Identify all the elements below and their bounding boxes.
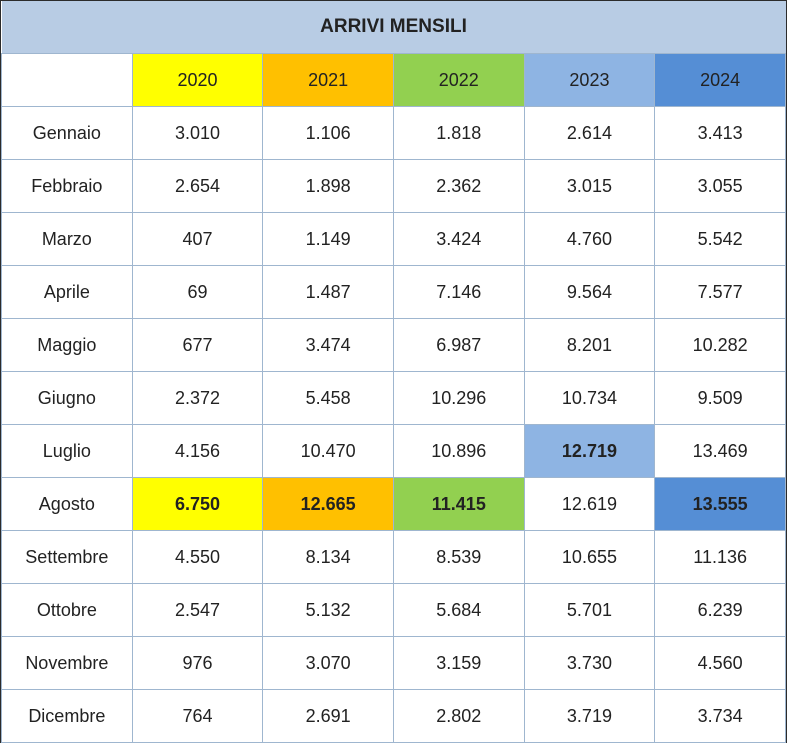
year-header-2024: 2024 xyxy=(654,53,786,107)
value-cell: 10.470 xyxy=(262,424,394,478)
value-cell: 2.362 xyxy=(392,159,525,213)
value-cell: 5.701 xyxy=(523,583,656,637)
table-row: Febbraio 2.654 1.898 2.362 3.015 3.055 xyxy=(1,159,786,213)
value-cell: 3.015 xyxy=(523,159,656,213)
value-cell: 10.282 xyxy=(654,318,786,372)
value-cell: 3.413 xyxy=(654,106,786,160)
year-header-2020: 2020 xyxy=(131,53,264,107)
value-cell: 3.730 xyxy=(523,636,656,690)
table-row: Settembre 4.550 8.134 8.539 10.655 11.136 xyxy=(1,530,786,584)
value-cell: 10.896 xyxy=(392,424,525,478)
table-row: Dicembre 764 2.691 2.802 3.719 3.734 xyxy=(1,689,786,743)
year-header-2021: 2021 xyxy=(262,53,394,107)
value-cell: 677 xyxy=(131,318,264,372)
value-cell: 69 xyxy=(131,265,264,319)
value-cell: 4.560 xyxy=(654,636,786,690)
value-cell: 2.654 xyxy=(131,159,264,213)
value-cell: 1.149 xyxy=(262,212,394,266)
month-label: Marzo xyxy=(1,212,133,266)
value-cell: 10.296 xyxy=(392,371,525,425)
value-cell: 5.132 xyxy=(262,583,394,637)
value-cell: 2.547 xyxy=(131,583,264,637)
value-cell: 407 xyxy=(131,212,264,266)
table-title: ARRIVI MENSILI xyxy=(1,1,786,54)
value-cell: 4.156 xyxy=(131,424,264,478)
year-header-row: 2020 2021 2022 2023 2024 xyxy=(1,53,786,107)
month-label: Gennaio xyxy=(1,106,133,160)
value-cell: 4.760 xyxy=(523,212,656,266)
value-cell: 10.655 xyxy=(523,530,656,584)
value-cell: 12.619 xyxy=(523,477,656,531)
value-cell: 9.564 xyxy=(523,265,656,319)
value-cell: 8.201 xyxy=(523,318,656,372)
value-cell: 2.614 xyxy=(523,106,656,160)
value-cell: 3.055 xyxy=(654,159,786,213)
value-cell: 3.159 xyxy=(392,636,525,690)
value-cell: 6.987 xyxy=(392,318,525,372)
max-value-cell: 12.665 xyxy=(262,477,394,531)
value-cell: 5.458 xyxy=(262,371,394,425)
table-row: Novembre 976 3.070 3.159 3.730 4.560 xyxy=(1,636,786,690)
value-cell: 9.509 xyxy=(654,371,786,425)
value-cell: 976 xyxy=(131,636,264,690)
month-label: Giugno xyxy=(1,371,133,425)
value-cell: 2.691 xyxy=(262,689,394,743)
max-value-cell: 12.719 xyxy=(523,424,656,478)
value-cell: 4.550 xyxy=(131,530,264,584)
table-row: Aprile 69 1.487 7.146 9.564 7.577 xyxy=(1,265,786,319)
value-cell: 10.734 xyxy=(523,371,656,425)
max-value-cell: 6.750 xyxy=(131,477,264,531)
value-cell: 1.106 xyxy=(262,106,394,160)
value-cell: 3.719 xyxy=(523,689,656,743)
value-cell: 3.734 xyxy=(654,689,786,743)
value-cell: 8.134 xyxy=(262,530,394,584)
month-label: Maggio xyxy=(1,318,133,372)
value-cell: 7.577 xyxy=(654,265,786,319)
month-label: Aprile xyxy=(1,265,133,319)
value-cell: 1.487 xyxy=(262,265,394,319)
month-label: Ottobre xyxy=(1,583,133,637)
table-row: Gennaio 3.010 1.106 1.818 2.614 3.413 xyxy=(1,106,786,160)
value-cell: 11.136 xyxy=(654,530,786,584)
month-label: Luglio xyxy=(1,424,133,478)
month-label: Settembre xyxy=(1,530,133,584)
value-cell: 7.146 xyxy=(392,265,525,319)
table-row: Giugno 2.372 5.458 10.296 10.734 9.509 xyxy=(1,371,786,425)
month-label: Agosto xyxy=(1,477,133,531)
value-cell: 3.010 xyxy=(131,106,264,160)
value-cell: 2.372 xyxy=(131,371,264,425)
value-cell: 6.239 xyxy=(654,583,786,637)
table-row: Ottobre 2.547 5.132 5.684 5.701 6.239 xyxy=(1,583,786,637)
header-empty-cell xyxy=(1,53,133,107)
value-cell: 8.539 xyxy=(392,530,525,584)
table-body: Gennaio 3.010 1.106 1.818 2.614 3.413 Febbraio… xyxy=(1,106,786,743)
value-cell: 13.469 xyxy=(654,424,786,478)
month-label: Novembre xyxy=(1,636,133,690)
value-cell: 3.474 xyxy=(262,318,394,372)
value-cell: 3.424 xyxy=(392,212,525,266)
value-cell: 764 xyxy=(131,689,264,743)
table-row: Maggio 677 3.474 6.987 8.201 10.282 xyxy=(1,318,786,372)
max-value-cell: 13.555 xyxy=(654,477,786,531)
value-cell: 2.802 xyxy=(392,689,525,743)
max-value-cell: 11.415 xyxy=(392,477,525,531)
table-row: Marzo 407 1.149 3.424 4.760 5.542 xyxy=(1,212,786,266)
value-cell: 1.898 xyxy=(262,159,394,213)
month-label: Dicembre xyxy=(1,689,133,743)
value-cell: 5.684 xyxy=(392,583,525,637)
value-cell: 5.542 xyxy=(654,212,786,266)
month-label: Febbraio xyxy=(1,159,133,213)
year-header-2023: 2023 xyxy=(523,53,656,107)
year-header-2022: 2022 xyxy=(392,53,525,107)
value-cell: 3.070 xyxy=(262,636,394,690)
table-row: Agosto 6.750 12.665 11.415 12.619 13.555 xyxy=(1,477,786,531)
table-row: Luglio 4.156 10.470 10.896 12.719 13.469 xyxy=(1,424,786,478)
value-cell: 1.818 xyxy=(392,106,525,160)
